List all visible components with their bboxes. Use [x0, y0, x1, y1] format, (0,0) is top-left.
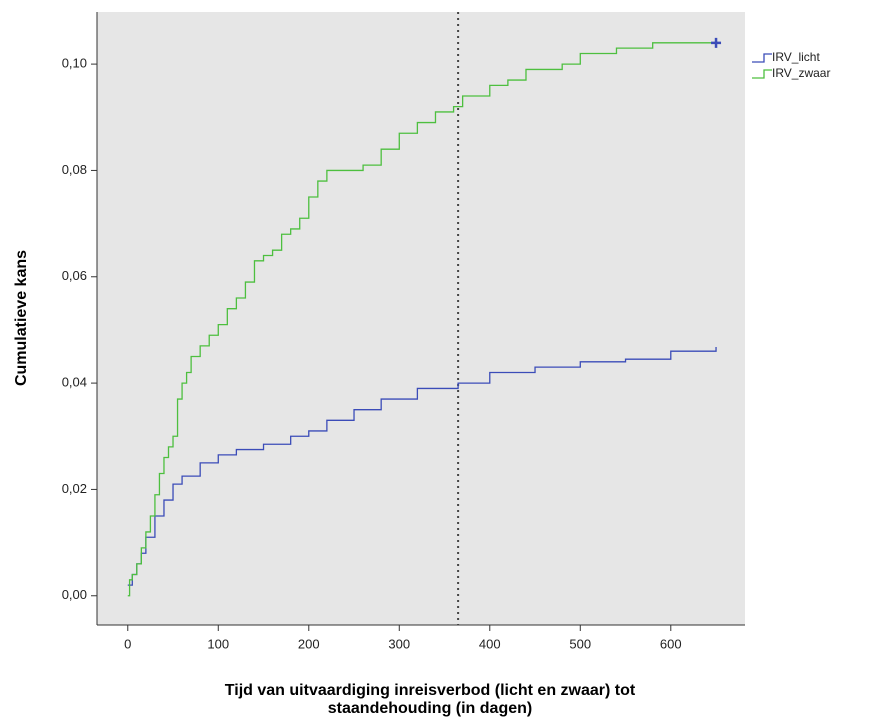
x-axis-title: Tijd van uitvaardiging inreisverbod (lic…	[225, 682, 636, 699]
legend-swatch	[752, 53, 772, 63]
censor-mark	[711, 37, 722, 48]
legend-label: IRV_zwaar	[772, 66, 830, 80]
x-tick-label: 600	[660, 636, 682, 651]
x-tick-label: 500	[569, 636, 591, 651]
legend-swatch	[752, 69, 772, 79]
y-tick-label: 0,02	[62, 481, 87, 496]
plot-area	[97, 12, 745, 625]
x-tick-label: 400	[479, 636, 501, 651]
series-line	[127, 346, 717, 586]
y-tick-label: 0,06	[62, 268, 87, 283]
x-axis-title: staandehouding (in dagen)	[328, 700, 532, 717]
y-axis-title: Cumulatieve kans	[13, 250, 30, 386]
legend-label: IRV_licht	[772, 50, 820, 64]
y-tick-label: 0,08	[62, 162, 87, 177]
x-tick-label: 0	[124, 636, 131, 651]
y-tick-label: 0,00	[62, 587, 87, 602]
x-tick-label: 100	[207, 636, 229, 651]
y-tick-label: 0,10	[62, 56, 87, 71]
x-tick-label: 200	[298, 636, 320, 651]
x-tick-label: 300	[388, 636, 410, 651]
series-line	[127, 42, 717, 597]
y-tick-label: 0,04	[62, 375, 87, 390]
